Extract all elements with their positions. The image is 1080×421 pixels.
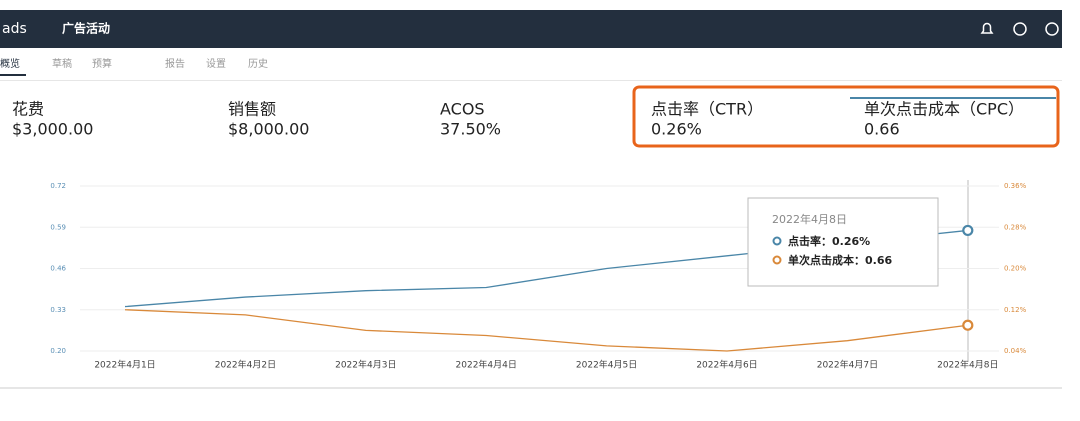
- active-tab-indicator: [0, 74, 26, 76]
- tab[interactable]: 报告: [165, 57, 185, 70]
- x-tick-label: 2022年4月2日: [215, 359, 276, 371]
- tooltip-item: 单次点击成本：0.66: [788, 253, 892, 267]
- y2-tick-label: 0.20%: [1004, 265, 1027, 273]
- metric-label[interactable]: 点击率（CTR）: [651, 100, 763, 119]
- tab[interactable]: 设置: [206, 58, 226, 70]
- x-tick-label: 2022年4月1日: [94, 359, 155, 371]
- tooltip-swatch: [772, 255, 782, 265]
- x-tick-label: 2022年4月5日: [576, 359, 637, 371]
- help-icon[interactable]: [1013, 22, 1027, 36]
- metric-label[interactable]: 单次点击成本（CPC）: [864, 100, 1024, 119]
- hover-point: [962, 319, 974, 331]
- tooltip-date: 2022年4月8日: [772, 212, 847, 226]
- bell-icon[interactable]: [980, 22, 994, 34]
- metric-value: 0.26%: [651, 120, 702, 139]
- user-icon[interactable]: [1045, 22, 1059, 36]
- metric-value: $8,000.00: [228, 120, 309, 139]
- tooltip-swatch: [772, 236, 782, 246]
- y-tick-label: 0.46: [50, 265, 66, 273]
- tooltip: 2022年4月8日 点击率：0.26% 单次点击成本：0.66: [747, 197, 939, 287]
- metric-value: 0.66: [864, 120, 900, 139]
- y-tick-label: 0.33: [50, 306, 66, 314]
- x-tick-label: 2022年4月4日: [456, 359, 517, 371]
- series-line: [124, 309, 968, 352]
- y2-tick-label: 0.36%: [1004, 182, 1027, 190]
- hover-point: [962, 224, 974, 237]
- y-tick-label: 0.72: [50, 182, 66, 190]
- metric-value: $3,000.00: [12, 120, 93, 139]
- x-tick-label: 2022年4月6日: [696, 359, 757, 371]
- tab-divider: [0, 80, 1062, 81]
- tab[interactable]: 概览: [0, 57, 20, 70]
- page-title: 广告活动: [62, 21, 110, 36]
- brand: ads: [2, 21, 27, 37]
- tab[interactable]: 预算: [92, 57, 112, 70]
- y-tick-label: 0.59: [50, 223, 66, 231]
- x-tick-label: 2022年4月7日: [817, 359, 878, 371]
- y2-tick-label: 0.04%: [1004, 347, 1027, 355]
- metric-label[interactable]: 花费: [12, 100, 44, 119]
- x-tick-label: 2022年4月8日: [937, 359, 998, 371]
- y2-tick-label: 0.28%: [1004, 223, 1027, 231]
- metric-label[interactable]: ACOS: [440, 100, 485, 119]
- top-bar: [0, 10, 1062, 48]
- metric-value: 37.50%: [440, 120, 501, 139]
- tab[interactable]: 草稿: [52, 57, 72, 70]
- tab[interactable]: 历史: [248, 58, 268, 70]
- tooltip-item: 点击率：0.26%: [788, 234, 870, 248]
- y-tick-label: 0.20: [50, 347, 66, 355]
- y2-tick-label: 0.12%: [1004, 306, 1027, 314]
- highlight-box: [632, 85, 1060, 148]
- metric-selected-bar: [850, 97, 1056, 99]
- x-tick-label: 2022年4月3日: [335, 359, 396, 371]
- metric-label[interactable]: 销售额: [228, 100, 276, 119]
